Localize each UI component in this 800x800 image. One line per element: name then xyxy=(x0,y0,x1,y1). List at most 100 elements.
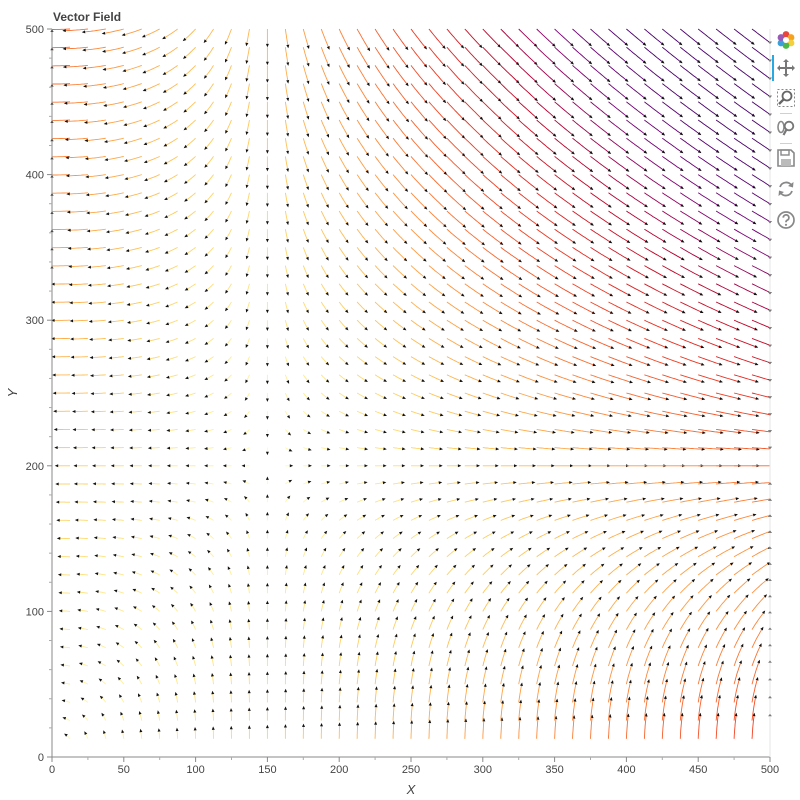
arrowhead xyxy=(676,546,680,550)
streamline xyxy=(608,447,630,450)
arrowhead xyxy=(227,548,230,553)
arrowhead xyxy=(685,644,689,649)
arrowhead xyxy=(429,684,433,689)
arrowhead xyxy=(664,362,669,366)
streamline xyxy=(626,530,644,540)
streamline xyxy=(464,392,482,400)
streamline xyxy=(554,682,559,703)
arrowhead xyxy=(84,731,88,735)
arrowhead xyxy=(323,547,327,552)
arrowhead xyxy=(410,702,414,707)
streamline xyxy=(554,356,577,366)
arrowhead xyxy=(507,581,511,585)
streamline xyxy=(644,228,667,243)
box-zoom-button[interactable] xyxy=(774,86,798,110)
arrowhead xyxy=(536,276,541,280)
arrowhead xyxy=(204,306,209,310)
streamline xyxy=(572,156,593,172)
arrowhead xyxy=(325,186,329,191)
arrowhead xyxy=(265,671,269,675)
arrowhead xyxy=(224,395,228,399)
streamline xyxy=(590,596,602,612)
streamline xyxy=(572,46,592,65)
arrowhead xyxy=(302,670,306,675)
streamline xyxy=(715,337,740,348)
streamline xyxy=(715,247,739,260)
arrowhead xyxy=(305,327,309,331)
streamline xyxy=(554,428,575,434)
arrowhead xyxy=(151,587,155,591)
arrowhead xyxy=(127,356,132,360)
arrowhead xyxy=(609,293,614,297)
save-button[interactable] xyxy=(774,146,798,170)
arrowhead xyxy=(265,274,269,278)
streamline xyxy=(661,713,665,739)
arrowhead xyxy=(602,547,606,551)
reset-button[interactable] xyxy=(774,177,798,201)
arrowhead xyxy=(56,518,60,522)
arrowhead xyxy=(149,517,153,521)
arrowhead xyxy=(61,681,65,685)
arrowhead xyxy=(143,160,148,163)
wheel-zoom-icon xyxy=(777,120,795,136)
arrowhead xyxy=(518,311,522,315)
arrowhead xyxy=(531,481,536,485)
streamline xyxy=(716,497,739,503)
streamline xyxy=(284,83,289,101)
streamline xyxy=(590,374,614,384)
streamline xyxy=(661,679,668,703)
arrowhead xyxy=(284,671,288,675)
arrowhead xyxy=(552,133,557,137)
streamline xyxy=(446,156,466,175)
streamline xyxy=(428,374,444,382)
streamline xyxy=(284,101,289,119)
arrowhead xyxy=(386,118,390,122)
help-button[interactable] xyxy=(774,208,798,232)
arrowhead xyxy=(325,309,329,314)
streamline xyxy=(626,265,649,279)
arrowhead xyxy=(430,650,434,654)
streamline xyxy=(86,192,106,196)
wheel-zoom-button[interactable] xyxy=(774,116,798,140)
streamline xyxy=(644,301,668,314)
streamline xyxy=(715,713,719,739)
arrowhead xyxy=(608,257,613,261)
streamline xyxy=(572,698,576,721)
arrowhead xyxy=(59,627,63,631)
arrowhead xyxy=(80,697,85,701)
arrowhead xyxy=(93,518,97,522)
arrowhead xyxy=(544,580,548,585)
arrowhead xyxy=(265,132,269,136)
arrowhead xyxy=(306,414,311,418)
streamline xyxy=(751,137,771,153)
arrowhead xyxy=(265,114,269,119)
pan-tool-button[interactable] xyxy=(772,55,798,81)
arrowhead xyxy=(441,293,446,297)
arrowhead xyxy=(175,709,179,714)
arrowhead xyxy=(715,77,719,82)
arrowhead xyxy=(305,274,309,279)
arrowhead xyxy=(657,547,662,550)
arrowhead xyxy=(571,169,575,173)
arrowhead xyxy=(265,547,269,551)
arrowhead xyxy=(383,396,387,399)
arrowhead xyxy=(419,498,423,501)
arrowhead xyxy=(84,139,88,142)
arrowhead xyxy=(326,481,331,484)
arrowhead xyxy=(632,629,636,633)
arrowhead xyxy=(265,529,269,534)
streamline xyxy=(751,713,755,739)
arrowhead xyxy=(737,414,742,418)
arrowhead xyxy=(536,345,540,349)
streamline xyxy=(680,562,697,576)
streamline xyxy=(751,119,771,135)
arrowhead xyxy=(531,497,535,501)
bokeh-logo-icon[interactable] xyxy=(774,28,798,52)
arrowhead xyxy=(286,327,289,332)
arrowhead xyxy=(570,115,575,119)
arrowhead xyxy=(359,582,363,586)
arrowhead xyxy=(398,548,402,552)
arrowhead xyxy=(681,257,685,261)
arrowhead xyxy=(165,340,170,343)
